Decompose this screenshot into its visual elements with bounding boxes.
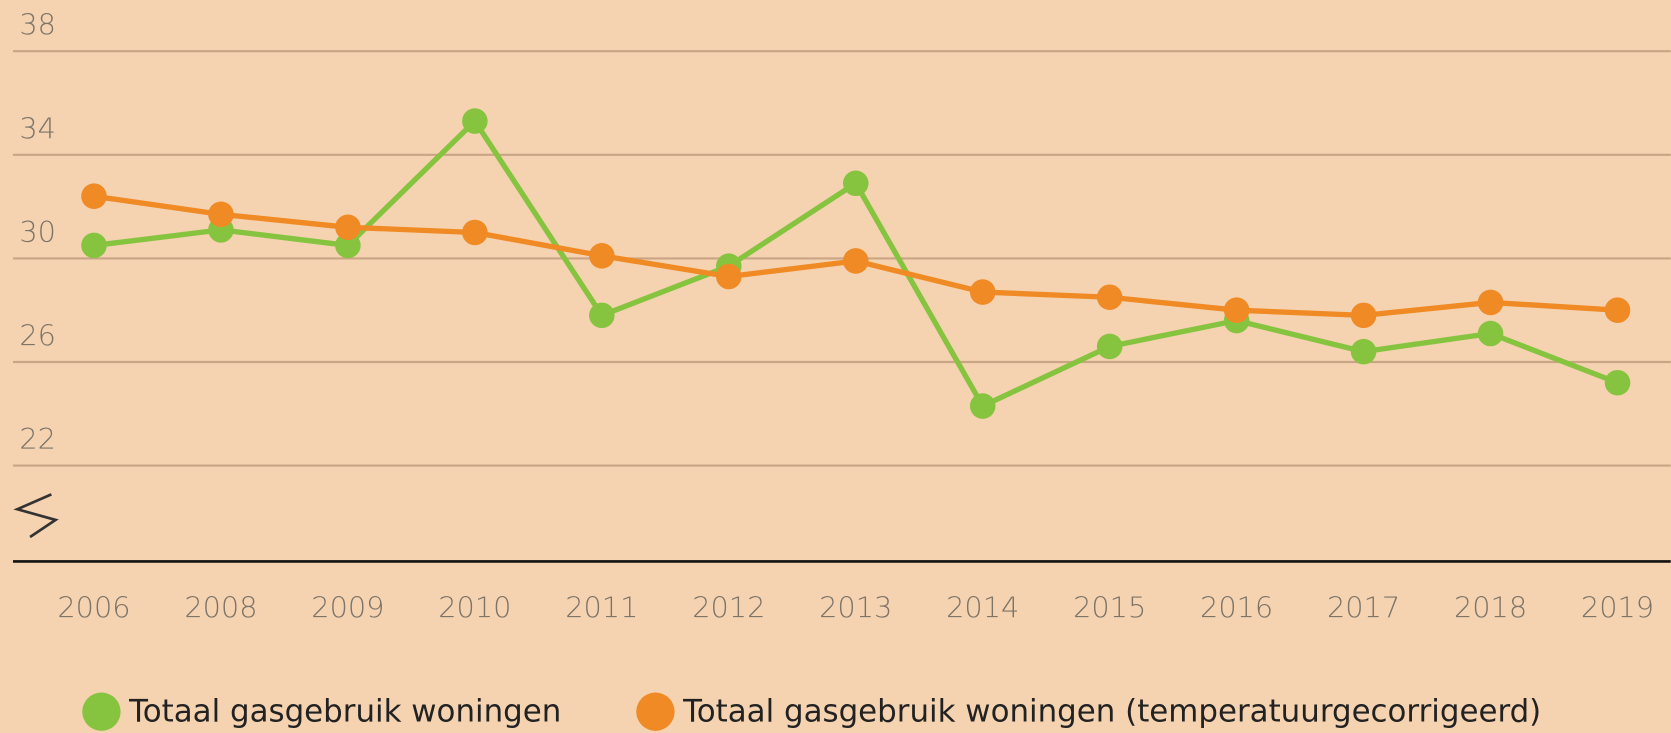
- x-tick-label: 2019: [1581, 590, 1654, 624]
- data-point: [335, 214, 361, 241]
- x-tick-label: 2011: [565, 590, 638, 624]
- data-point: [1604, 369, 1631, 396]
- data-point: [462, 108, 488, 134]
- data-point: [81, 232, 107, 259]
- data-point: [589, 243, 615, 269]
- x-tick-label: 2008: [184, 590, 257, 624]
- data-point: [1096, 284, 1123, 311]
- data-point: [969, 279, 996, 305]
- legend-label: Totaal gasgebruik woningen: [128, 693, 561, 729]
- data-point: [335, 232, 361, 259]
- legend-marker: [82, 692, 121, 731]
- y-tick-label: 34: [19, 111, 56, 145]
- x-tick-label: 2009: [311, 590, 384, 624]
- data-point: [1604, 297, 1631, 323]
- y-tick-label: 26: [19, 318, 56, 352]
- data-point: [1223, 297, 1250, 323]
- legend-label: Totaal gasgebruik woningen (temperatuurg…: [682, 693, 1541, 729]
- x-tick-label: 2015: [1073, 590, 1146, 624]
- data-point: [1477, 320, 1504, 347]
- x-tick-label: 2017: [1327, 590, 1400, 624]
- data-point: [1350, 338, 1377, 365]
- x-tick-label: 2010: [438, 590, 511, 624]
- x-tick-label: 2016: [1200, 590, 1273, 624]
- x-tick-label: 2012: [692, 590, 765, 624]
- data-point: [462, 219, 488, 246]
- axis-break: [13, 493, 59, 539]
- data-point: [208, 201, 234, 228]
- y-tick-label: 22: [19, 422, 56, 456]
- x-tick-label: 2018: [1454, 590, 1527, 624]
- x-tick-label: 2014: [946, 590, 1019, 624]
- data-point: [842, 248, 869, 274]
- legend-marker: [636, 692, 675, 731]
- y-tick-label: 38: [19, 8, 56, 42]
- data-point: [715, 263, 742, 290]
- data-point: [969, 393, 996, 419]
- data-point: [842, 170, 869, 197]
- data-point: [81, 183, 107, 209]
- y-tick-label: 30: [19, 215, 56, 249]
- data-point: [1350, 302, 1377, 329]
- data-point: [1477, 289, 1504, 316]
- x-tick-label: 2013: [819, 590, 892, 624]
- x-tick-label: 2006: [57, 590, 130, 624]
- data-point: [589, 302, 615, 329]
- data-point: [1096, 333, 1123, 360]
